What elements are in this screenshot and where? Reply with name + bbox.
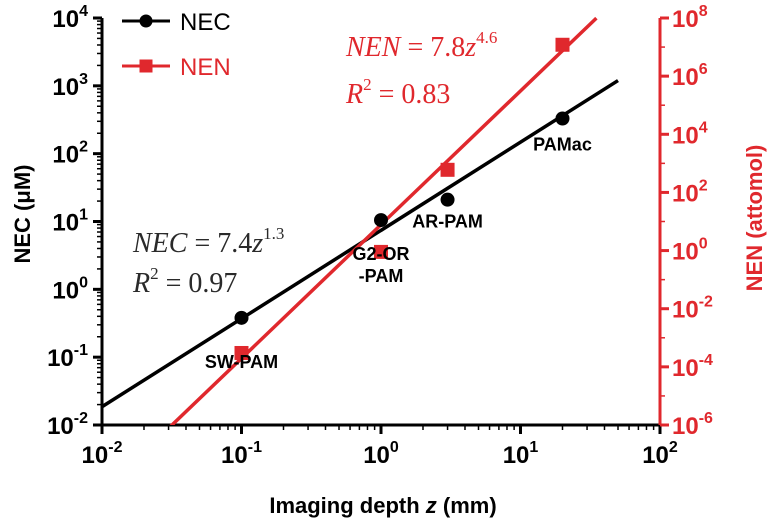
y-right-tick-label: 100 — [672, 236, 708, 266]
point-label: -PAM — [359, 266, 404, 286]
x-tick-label: 102 — [642, 439, 678, 469]
point-nec — [555, 111, 570, 126]
legend-nec-marker — [139, 14, 153, 28]
y-left-tick-label: 104 — [52, 3, 88, 33]
point-nen — [374, 244, 388, 259]
data-points — [234, 37, 570, 360]
y-left-tick-label: 10-1 — [47, 342, 88, 372]
y-left-tick-label: 102 — [52, 139, 88, 169]
x-tick-label: 10-1 — [221, 439, 262, 469]
y-right-tick-label: 108 — [672, 3, 708, 33]
point-nec — [374, 213, 388, 228]
x-axis-title: Imaging depth z (mm) — [269, 493, 496, 518]
y-right-tick-label: 10-6 — [672, 410, 713, 440]
point-label: PAMac — [533, 134, 592, 154]
point-labels: SW-PAM G2-OR-PAM AR-PAM PAMac — [205, 134, 592, 371]
point-label: SW-PAM — [205, 352, 278, 372]
y-left-tick-label: 100 — [52, 274, 88, 304]
y-right-tick-label: 10-4 — [672, 352, 713, 382]
y-left-tick-label: 101 — [52, 207, 88, 237]
y-right-tick-label: 10-2 — [672, 294, 713, 324]
nec-r2: R2 = 0.97 — [132, 264, 237, 299]
point-label: G2-OR — [352, 244, 409, 264]
y-right-tick-label: 106 — [672, 61, 708, 91]
point-nec — [440, 192, 455, 207]
x-tick-label: 101 — [503, 439, 539, 469]
y-left-tick-label: 10-2 — [47, 410, 88, 440]
legend: NEC NEN — [122, 9, 231, 81]
point-nen — [234, 345, 249, 360]
nen-equation: NEN = 7.8z4.6 — [345, 28, 497, 63]
y-right-tick-label: 102 — [672, 177, 708, 207]
point-nen — [440, 162, 455, 177]
point-label: AR-PAM — [412, 212, 483, 232]
y-left-tick-label: 103 — [52, 71, 88, 101]
legend-nen-label: NEN — [180, 54, 231, 81]
point-nec — [234, 310, 249, 325]
y-axis-left-title: NEC (μM) — [10, 165, 35, 264]
point-nen — [555, 37, 570, 52]
y-right-tick-label: 104 — [672, 119, 708, 149]
legend-nen-marker — [139, 59, 153, 73]
x-tick-label: 10-2 — [82, 439, 123, 469]
x-tick-label: 100 — [363, 439, 399, 469]
axes: 10-2 10-1 100 101 102 10-2 10-1 100 101 102 103 104… — [47, 3, 713, 469]
legend-nec-label: NEC — [180, 9, 231, 36]
nec-equation: NEC = 7.4z1.3 — [132, 224, 284, 259]
y-axis-right-title: NEN (attomol) — [742, 145, 767, 292]
nen-r2: R2 = 0.83 — [345, 75, 450, 110]
